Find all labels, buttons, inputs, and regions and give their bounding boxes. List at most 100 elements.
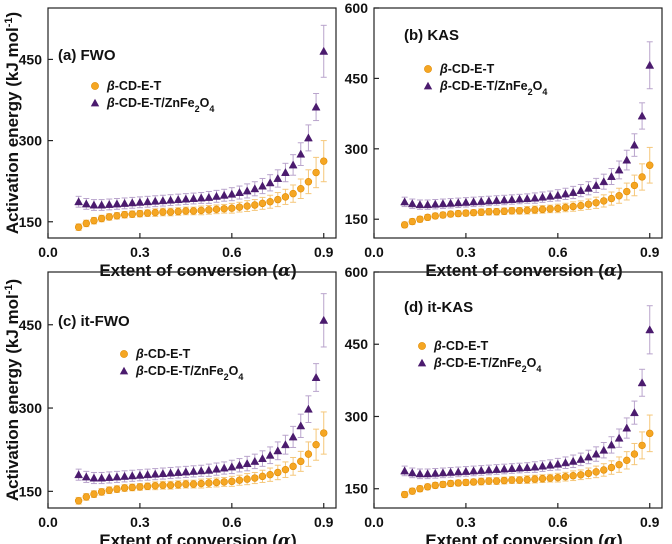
x-tick-label: 0.6	[548, 514, 568, 530]
legend-marker-circle	[424, 65, 432, 73]
data-point	[112, 199, 122, 208]
data-point	[408, 487, 416, 495]
x-axis-title-end: )	[291, 531, 297, 544]
data-point	[630, 450, 639, 458]
series-beta_cd_e_t	[74, 140, 328, 231]
legend-label-text-end: O	[200, 96, 210, 110]
data-point	[166, 208, 175, 216]
data-point	[212, 205, 221, 214]
y-tick-label: 600	[345, 264, 369, 280]
data-point	[469, 208, 478, 217]
data-point	[204, 465, 214, 474]
data-point	[461, 466, 471, 475]
x-axis-title-end: )	[617, 531, 623, 544]
x-axis-title-symbol: α	[604, 531, 617, 544]
chart-panel-1: 0.0 0.3 0.6 0.9 150 300 450 Extent of conversio…	[3, 7, 337, 281]
x-tick-label: 0.0	[364, 244, 384, 260]
data-point	[607, 171, 616, 180]
data-point	[538, 461, 547, 470]
data-point	[584, 183, 593, 192]
data-point	[500, 207, 508, 215]
data-point	[166, 468, 175, 477]
y-tick-label: 300	[19, 400, 43, 416]
data-point	[189, 193, 198, 202]
data-point	[584, 452, 593, 461]
data-point	[614, 165, 624, 174]
data-point	[250, 456, 260, 465]
x-tick-label: 0.3	[130, 514, 150, 530]
data-point	[166, 481, 175, 489]
data-point	[297, 185, 305, 193]
data-point	[258, 199, 267, 208]
data-point	[423, 483, 432, 491]
data-point	[205, 479, 213, 487]
plot-frame	[47, 271, 337, 509]
data-point	[74, 223, 83, 231]
data-point	[430, 199, 440, 208]
data-point	[423, 200, 433, 209]
data-point	[120, 198, 130, 207]
panel-label: (b) KAS	[404, 27, 459, 44]
y-tick-label: 450	[345, 336, 369, 352]
data-point	[515, 194, 524, 203]
data-point	[454, 209, 462, 218]
data-point	[515, 476, 524, 484]
data-point	[477, 208, 485, 216]
legend-label: β-CD-E-T/ZnFe2O4	[439, 79, 547, 97]
data-point	[615, 460, 623, 469]
data-point	[531, 475, 539, 483]
y-tick-label: 450	[19, 51, 43, 67]
data-point	[577, 471, 585, 479]
chart-panel-4: 0.0 0.3 0.6 0.9 150 300 450 600 Extent of conver…	[345, 264, 663, 544]
data-point	[97, 473, 107, 482]
data-point	[637, 378, 647, 387]
data-point	[143, 197, 152, 206]
data-point	[546, 474, 554, 482]
data-point	[151, 482, 159, 490]
data-point	[136, 483, 144, 491]
x-axis-title-end: )	[617, 261, 623, 280]
legend-label-subscript: 4	[209, 104, 214, 114]
data-point	[289, 189, 297, 198]
data-point	[150, 196, 160, 205]
data-point	[312, 168, 320, 177]
data-point	[196, 466, 206, 475]
data-point	[446, 210, 455, 218]
data-point	[568, 456, 578, 465]
legend-label: β-CD-E-T	[439, 62, 495, 76]
legend-label-text-end: O	[229, 364, 239, 378]
data-point	[614, 433, 624, 442]
data-point	[515, 207, 524, 215]
legend-label-text: -CD-E-T	[448, 62, 495, 76]
legend-label: β-CD-E-T/ZnFe2O4	[433, 356, 541, 374]
y-tick-label: 150	[345, 481, 369, 497]
y-axis-title-text: Activation energy (kJ mol	[3, 294, 22, 501]
data-point	[600, 197, 608, 205]
legend-label-text: -CD-E-T	[144, 347, 191, 361]
data-point	[461, 197, 471, 206]
legend-label: β-CD-E-T	[106, 79, 162, 93]
data-point	[120, 211, 129, 219]
data-point	[508, 207, 516, 215]
x-tick-label: 0.0	[38, 244, 58, 260]
data-point	[623, 456, 631, 465]
data-point	[228, 204, 236, 212]
data-point	[273, 446, 283, 455]
data-point	[235, 188, 244, 196]
data-point	[97, 214, 106, 223]
data-point	[251, 474, 259, 482]
data-point	[499, 195, 509, 204]
legend-label-subscript: 4	[238, 372, 243, 382]
x-tick-label: 0.9	[640, 244, 660, 260]
series-beta_cd_e_t	[74, 411, 328, 505]
data-point	[143, 209, 152, 217]
data-point	[453, 467, 463, 476]
data-point	[281, 168, 290, 176]
data-point	[274, 468, 282, 477]
panel-label: (a) FWO	[58, 47, 116, 64]
data-point	[637, 111, 647, 120]
data-point	[407, 199, 417, 208]
y-tick-label: 600	[345, 0, 369, 16]
data-point	[281, 193, 290, 201]
